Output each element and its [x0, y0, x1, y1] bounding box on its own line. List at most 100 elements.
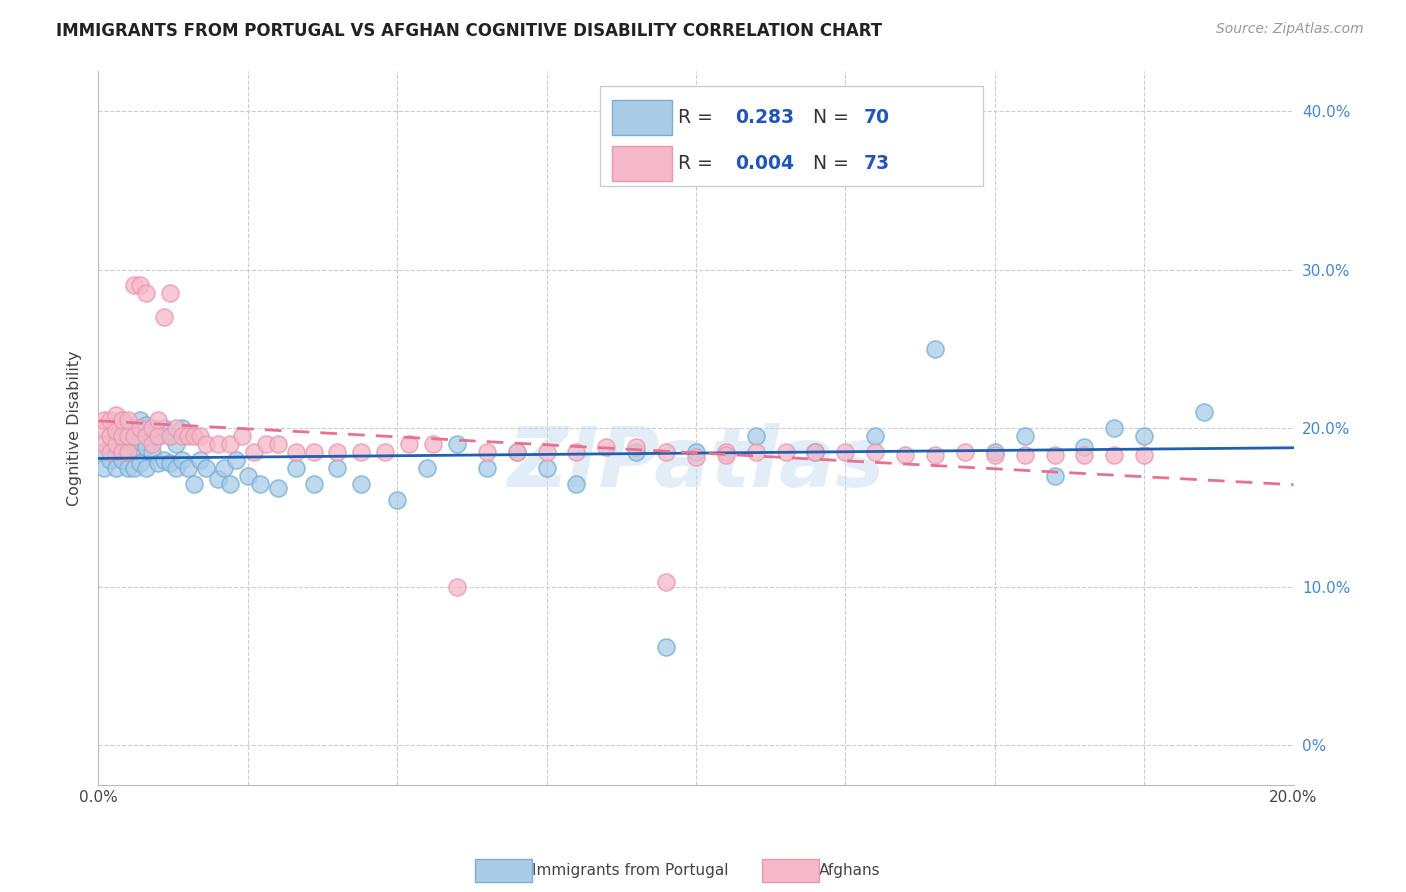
Point [685, 450, 707, 464]
Point [117, 429, 139, 443]
Point [124, 425, 146, 439]
Point [148, 429, 170, 443]
FancyBboxPatch shape [600, 86, 983, 186]
Point [111, 429, 134, 443]
Point [98, 413, 122, 427]
Point [159, 286, 181, 301]
Point [655, 640, 678, 654]
Point [506, 445, 529, 459]
Point [236, 468, 259, 483]
Point [1073, 448, 1095, 462]
Point [183, 476, 205, 491]
Point [188, 453, 211, 467]
Point [924, 448, 946, 462]
Point [1192, 405, 1215, 419]
Point [111, 445, 134, 459]
Point [117, 445, 139, 459]
Point [565, 445, 588, 459]
Point [655, 574, 678, 589]
Text: ZIPatlas: ZIPatlas [508, 424, 884, 504]
Point [446, 580, 468, 594]
Point [111, 453, 134, 467]
Point [183, 429, 205, 443]
Point [129, 278, 152, 293]
Point [804, 445, 827, 459]
Point [243, 445, 266, 459]
Point [117, 421, 139, 435]
Text: 0.004: 0.004 [735, 154, 794, 173]
Point [212, 460, 235, 475]
Point [302, 445, 325, 459]
Point [398, 437, 420, 451]
Point [422, 437, 444, 451]
Point [267, 437, 290, 451]
Point [834, 445, 856, 459]
Point [172, 421, 194, 435]
Point [350, 445, 373, 459]
Point [254, 437, 277, 451]
Point [953, 445, 976, 459]
Text: Afghans: Afghans [820, 863, 880, 878]
Point [117, 445, 139, 459]
Point [129, 434, 152, 448]
Point [93, 421, 115, 435]
Point [655, 445, 678, 459]
Point [188, 429, 211, 443]
Point [225, 453, 247, 467]
Point [475, 460, 498, 475]
Point [111, 429, 134, 443]
Point [326, 445, 349, 459]
Point [374, 445, 396, 459]
Point [117, 413, 139, 427]
Point [135, 440, 157, 454]
Point [219, 437, 242, 451]
Text: N =: N = [813, 108, 855, 127]
Point [129, 421, 152, 435]
Point [105, 429, 128, 443]
Point [1133, 448, 1156, 462]
Point [231, 429, 253, 443]
Point [177, 460, 200, 475]
Text: Immigrants from Portugal: Immigrants from Portugal [533, 863, 728, 878]
Point [159, 429, 181, 443]
Point [302, 476, 325, 491]
Point [626, 445, 648, 459]
Point [93, 460, 115, 475]
Point [141, 437, 163, 451]
Point [284, 445, 307, 459]
Point [148, 456, 170, 470]
Point [284, 460, 307, 475]
Point [446, 437, 468, 451]
Point [159, 456, 181, 470]
Point [1014, 448, 1036, 462]
Point [141, 421, 163, 435]
Point [685, 445, 707, 459]
Point [1104, 448, 1126, 462]
Point [714, 448, 737, 462]
Point [249, 476, 271, 491]
Point [135, 417, 157, 432]
Point [172, 429, 194, 443]
Point [93, 445, 115, 459]
Y-axis label: Cognitive Disability: Cognitive Disability [67, 351, 83, 506]
Point [98, 429, 122, 443]
Point [129, 413, 152, 427]
Point [219, 476, 242, 491]
Point [105, 425, 128, 439]
Point [165, 437, 187, 451]
Text: N =: N = [813, 154, 855, 173]
Point [98, 453, 122, 467]
Text: Source: ZipAtlas.com: Source: ZipAtlas.com [1216, 22, 1364, 37]
Point [111, 413, 134, 427]
Point [98, 429, 122, 443]
Point [141, 445, 163, 459]
Point [141, 421, 163, 435]
Text: IMMIGRANTS FROM PORTUGAL VS AFGHAN COGNITIVE DISABILITY CORRELATION CHART: IMMIGRANTS FROM PORTUGAL VS AFGHAN COGNI… [56, 22, 883, 40]
Point [1043, 468, 1066, 483]
Point [148, 413, 170, 427]
Point [984, 448, 1007, 462]
Point [804, 445, 827, 459]
Point [135, 460, 157, 475]
Point [111, 413, 134, 427]
Point [105, 437, 128, 451]
